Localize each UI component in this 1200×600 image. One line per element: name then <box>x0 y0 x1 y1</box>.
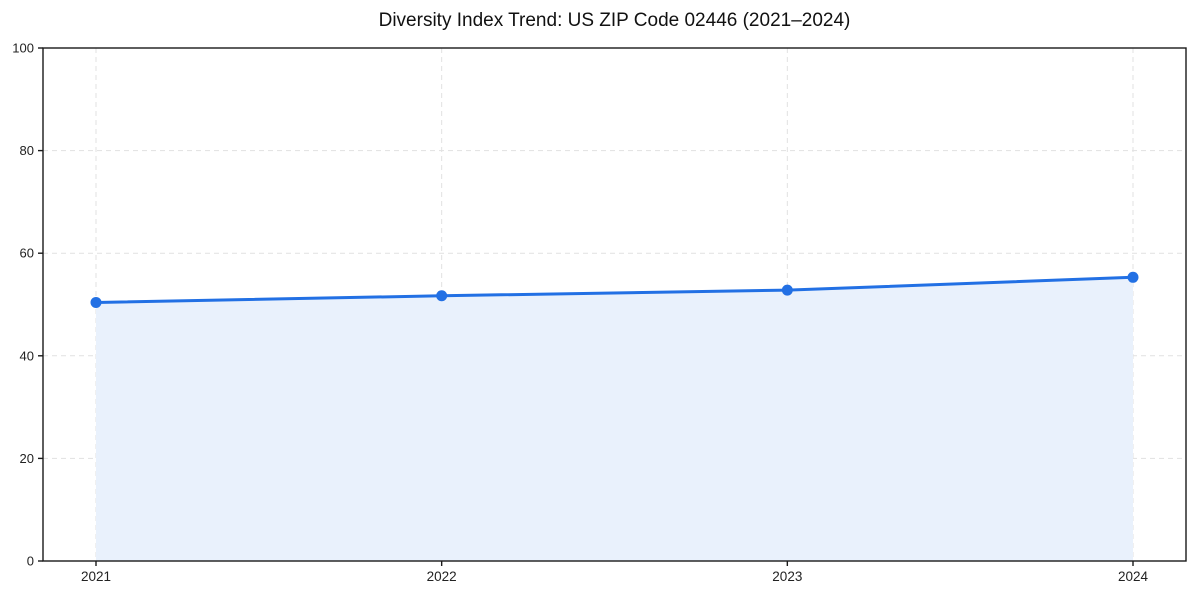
x-tick-label: 2021 <box>81 569 111 584</box>
area-fill <box>96 277 1133 561</box>
x-tick-label: 2022 <box>427 569 457 584</box>
y-tick-label: 80 <box>20 143 34 158</box>
data-point-2023 <box>781 284 793 296</box>
data-point-2022 <box>436 290 448 302</box>
series-line <box>94 275 1135 304</box>
y-tick-label: 0 <box>27 554 34 569</box>
chart-title: Diversity Index Trend: US ZIP Code 02446… <box>378 10 851 31</box>
data-point-2021 <box>90 296 102 308</box>
x-tick-label: 2023 <box>772 569 802 584</box>
x-tick-label: 2024 <box>1118 569 1149 584</box>
y-tick-label: 100 <box>12 41 34 56</box>
plot-border <box>42 47 1187 562</box>
data-point-2024 <box>1127 271 1139 283</box>
y-tick-label: 40 <box>20 348 34 363</box>
y-tick-label: 60 <box>20 246 34 261</box>
y-tick-label: 20 <box>20 451 34 466</box>
